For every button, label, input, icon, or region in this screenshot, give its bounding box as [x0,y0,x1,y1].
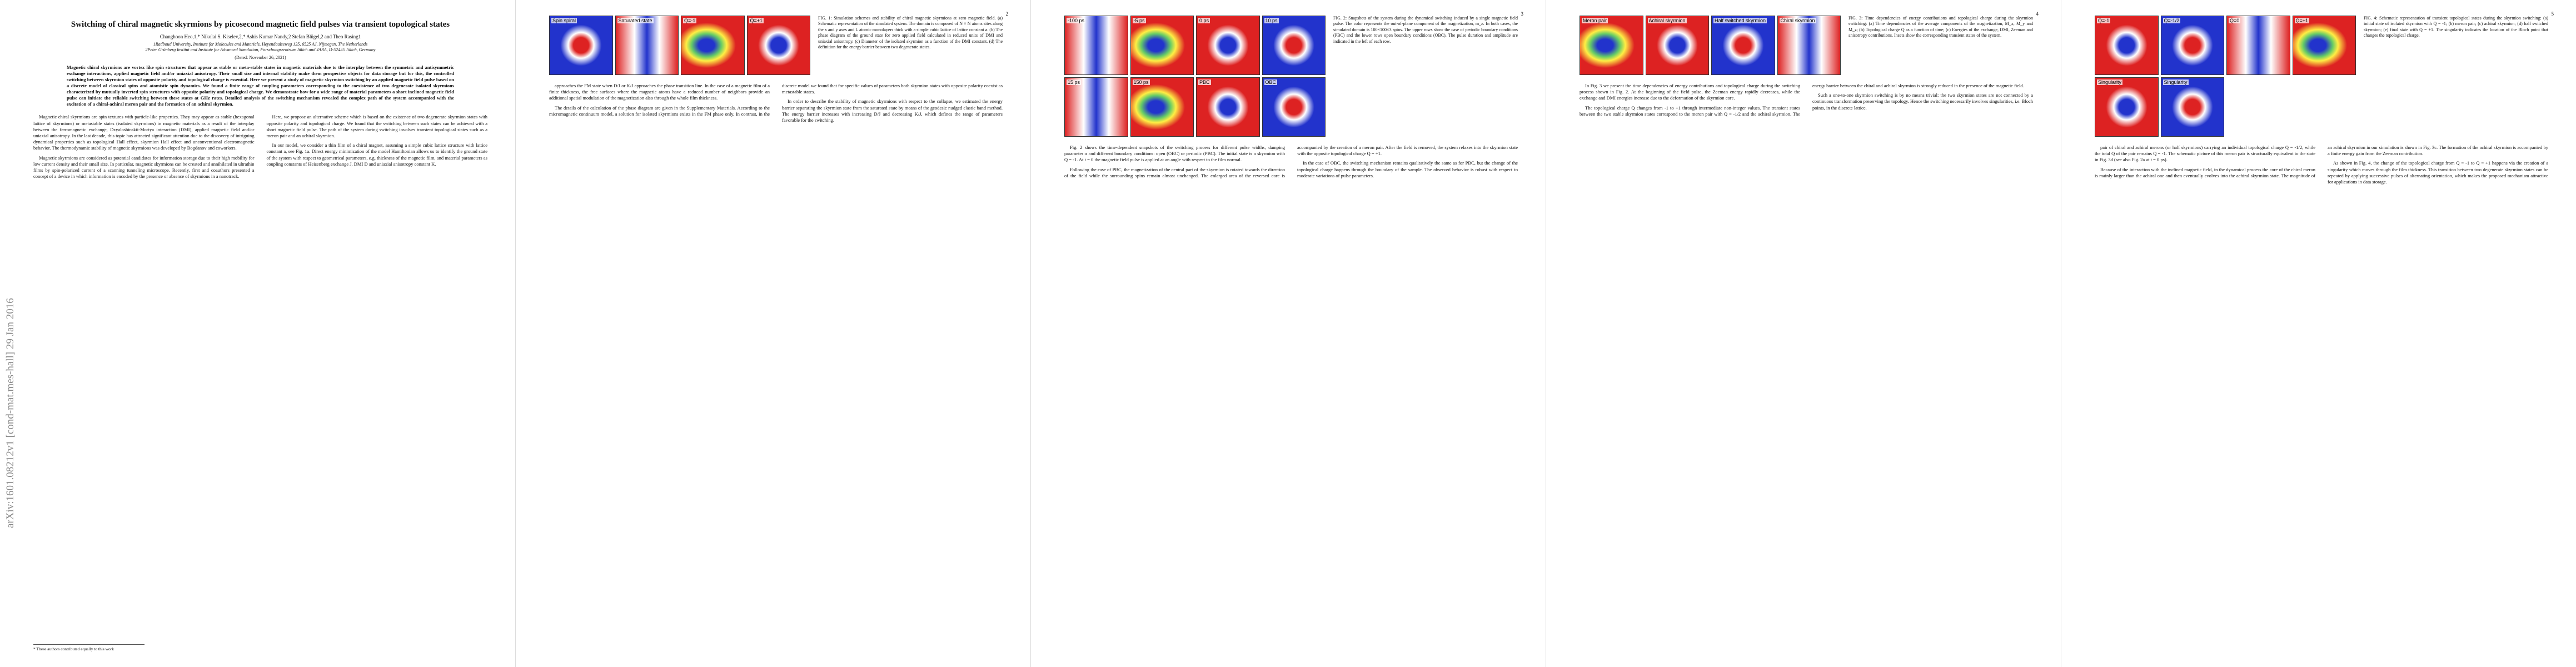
page-number: 5 [2551,11,2554,17]
date: (Dated: November 26, 2021) [235,55,286,60]
figure-panel: Q=+1 [2292,16,2356,75]
authors: Changhoon Heo,1,* Nikolai S. Kiselev,2,*… [160,34,361,39]
figure-caption: FIG. 2: Snapshots of the system during t… [1333,16,1518,44]
panel-label: Meron pair [1582,18,1608,23]
paragraph: In order to describe the stability of ma… [782,98,1003,123]
figure-panel: 150 ps [1130,77,1194,137]
figure-panel: PBC [1196,77,1260,137]
panel-label: Singularity [2097,79,2123,85]
figure-panels: -100 ps -5 ps 0 ps 10 ps 15 ps 150 ps PBC OBC [1064,16,1326,137]
paragraph: Magnetic skyrmions are considered as pot… [33,155,255,180]
figure-panel: Chiral skyrmion [1777,16,1841,75]
panel-label: Q=-1 [2097,18,2111,23]
panel-label: Achiral skyrmion [1647,18,1687,23]
abstract: Magnetic chiral skyrmions are vortex lik… [67,64,454,107]
panel-label: Q=-1 [683,18,697,23]
figure-panel: Q=0 [2226,16,2290,75]
figure-panel: Spin spiral [549,16,613,75]
body-text: pair of chiral and achiral merons (or ha… [2095,145,2548,185]
paragraph: pair of chiral and achiral merons (or ha… [2095,145,2315,163]
figure-panels: Spin spiral Saturated state Q=-1 Q=+1 [549,16,810,75]
figure-panel: Singularity [2160,77,2224,137]
figure-caption: FIG. 3: Time dependencies of energy cont… [1848,16,2033,38]
paragraph: Fig. 2 shows the time-dependent snapshot… [1064,145,1285,163]
figure-panel: Half switched skyrmion [1711,16,1775,75]
figure-panels: Meron pair Achiral skyrmion Half switched … [1580,16,1841,75]
footnote: * These authors contributed equally to t… [33,644,145,651]
panel-label: Singularity [2163,79,2189,85]
figure-panel: Q=+1 [746,16,810,75]
paragraph: The details of the calculation of the ph… [549,83,1003,117]
figure-panel: Q=-1 [681,16,745,75]
page: 5 Q=-1 Q=-1/2 Q=0 Q=+1 Singularity Singularity… [2061,0,2576,667]
paragraph: Here, we propose an alternative scheme w… [266,114,488,138]
body-text: Fig. 2 shows the time-dependent snapshot… [1064,145,1518,181]
paragraph: Magnetic chiral skyrmions are spin textu… [33,114,255,151]
body-text: Magnetic chiral skyrmions are spin textu… [33,114,487,180]
paragraph: Such a one-to-one skyrmion switching is … [1812,92,2033,111]
panel-label: -100 ps [1067,18,1086,23]
panel-label: Spin spiral [551,18,577,23]
paragraph: As shown in Fig. 4, the change of the to… [2328,160,2548,185]
figure: -100 ps -5 ps 0 ps 10 ps 15 ps 150 ps PBC OBC FI… [1064,16,1518,137]
figure: Spin spiral Saturated state Q=-1 Q=+1 FIG. 1… [549,16,1003,75]
page: 4 Meron pair Achiral skyrmion Half switched… [1546,0,2061,667]
panel-label: Q=-1/2 [2163,18,2181,23]
panel-label: Half switched skyrmion [1713,18,1767,23]
affiliation: 1Radboud University, Institute for Molec… [153,42,368,47]
figure-panel: -100 ps [1064,16,1128,75]
body-text: In Fig. 3 we present the time dependenci… [1580,83,2033,117]
panel-label: 15 ps [1067,79,1082,85]
figure-panel: -5 ps [1130,16,1194,75]
panel-label: Q=0 [2229,18,2241,23]
panel-label: -5 ps [1132,18,1146,23]
paragraph: In our model, we consider a thin film of… [266,142,488,167]
figure-panel: Q=-1/2 [2160,16,2224,75]
affiliation: 2Peter Grünberg Institut and Institute f… [145,47,376,52]
panel-label: Chiral skyrmion [1779,18,1816,23]
panel-label: OBC [1264,79,1278,85]
figure-caption: FIG. 1: Simulation schemes and stability… [818,16,1003,49]
paragraph: The topological charge Q changes from -1… [1580,83,2024,117]
figure-panel: 0 ps [1196,16,1260,75]
paragraph: Because of the interaction with the incl… [2095,145,2548,178]
page-number: 3 [1521,11,1524,17]
page: Switching of chiral magnetic skyrmions b… [0,0,515,667]
figure-panel: Achiral skyrmion [1645,16,1709,75]
figure-caption: FIG. 4: Schematic representation of tran… [2364,16,2548,38]
paragraph: approaches the FM state when D/J or K/J … [549,83,770,101]
page: 3 -100 ps -5 ps 0 ps 10 ps 15 ps 150 ps PBC OBC F… [1030,0,1546,667]
panel-label: Q=+1 [749,18,764,23]
panel-label: 150 ps [1132,79,1150,85]
paragraph: Following the case of PBC, the magnetiza… [1064,145,1518,178]
paragraph: In the case of OBC, the switching mechan… [1297,160,1518,178]
figure-panel: OBC [1262,77,1326,137]
panel-label: Saturated state [617,18,654,23]
panel-label: PBC [1198,79,1211,85]
page-number: 4 [2036,11,2039,17]
paper-title: Switching of chiral magnetic skyrmions b… [71,20,450,29]
panel-label: 10 ps [1264,18,1279,23]
figure-panels: Q=-1 Q=-1/2 Q=0 Q=+1 Singularity Singularity [2095,16,2356,137]
page: 2 Spin spiral Saturated state Q=-1 Q=+1 FIG. … [515,0,1030,667]
page-number: 2 [1005,11,1009,17]
figure-panel: 10 ps [1262,16,1326,75]
figure: Q=-1 Q=-1/2 Q=0 Q=+1 Singularity Singularity F… [2095,16,2548,137]
figure-panel: Q=-1 [2095,16,2159,75]
figure: Meron pair Achiral skyrmion Half switched … [1580,16,2033,75]
figure-panel: Singularity [2095,77,2159,137]
figure-panel: 15 ps [1064,77,1128,137]
figure-panel: Saturated state [615,16,679,75]
paragraph: In Fig. 3 we present the time dependenci… [1580,83,1800,101]
figure-panel: Meron pair [1580,16,1643,75]
body-text: approaches the FM state when D/J or K/J … [549,83,1003,123]
panel-label: 0 ps [1198,18,1210,23]
panel-label: Q=+1 [2294,18,2310,23]
